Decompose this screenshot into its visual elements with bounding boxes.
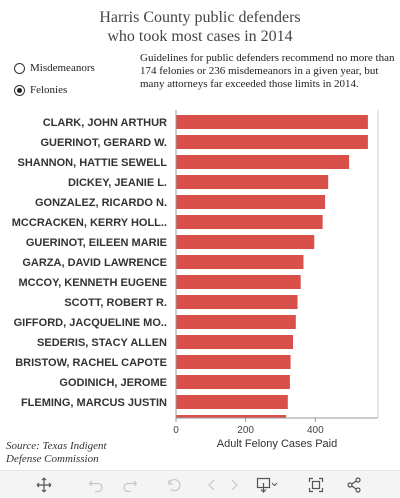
category-label: TREJO, HUMBERTO RENE — [27, 417, 167, 429]
reset-icon — [168, 478, 181, 491]
reset-button[interactable] — [162, 471, 186, 498]
bar — [176, 215, 323, 229]
share-icon — [347, 476, 361, 493]
radio-felonies-label: Felonies — [30, 84, 68, 96]
category-label: SCOTT, ROBERT R. — [64, 297, 167, 309]
category-label: MCCRACKEN, KERRY HOLL.. — [12, 217, 167, 229]
chart-toolbar — [0, 470, 400, 498]
fullscreen-button[interactable] — [304, 471, 328, 498]
bar — [176, 295, 298, 309]
bar — [176, 115, 368, 129]
bar — [176, 255, 304, 269]
bar — [176, 355, 291, 369]
category-label: GUERINOT, GERARD W. — [40, 137, 167, 149]
category-label: MCCOY, KENNETH EUGENE — [18, 277, 167, 289]
source-line-2: Defense Commission — [6, 453, 99, 465]
forward-button[interactable] — [222, 471, 246, 498]
undo-button[interactable] — [84, 471, 108, 498]
bar — [176, 395, 288, 409]
radio-misdemeanors[interactable]: Misdemeanors — [14, 58, 95, 78]
category-label: BRISTOW, RACHEL CAPOTE — [15, 357, 167, 369]
chart-title-line-2: who took most cases in 2014 — [107, 28, 293, 45]
move-button[interactable] — [32, 471, 56, 498]
source-line-1: Source: Texas Indigent — [6, 440, 107, 452]
bar — [176, 135, 368, 149]
undo-icon — [88, 480, 103, 492]
bars-group: CLARK, JOHN ARTHUR GUERINOT, GERARD W. SHA… — [12, 115, 368, 429]
x-tick-label: 0 — [173, 425, 179, 436]
fullscreen-icon — [308, 477, 324, 492]
x-tick-label: 200 — [237, 425, 254, 436]
bar — [176, 375, 290, 389]
category-label: GARZA, DAVID LAWRENCE — [22, 257, 167, 269]
chart-title: Harris County public defenders who took … — [0, 8, 400, 46]
chart-title-line-1: Harris County public defenders — [99, 9, 301, 26]
bar — [176, 195, 326, 209]
bar — [176, 235, 315, 249]
category-label: GODINICH, JEROME — [59, 377, 167, 389]
download-button[interactable] — [252, 471, 282, 498]
back-button[interactable] — [200, 471, 224, 498]
case-type-toggle: Misdemeanors Felonies — [14, 58, 95, 102]
x-axis-label: Adult Felony Cases Paid — [217, 438, 337, 450]
category-label: DICKEY, JEANIE L. — [68, 177, 167, 189]
chart-subtitle: Guidelines for public defenders recommen… — [140, 52, 395, 90]
category-label: GIFFORD, JACQUELINE MO.. — [14, 317, 167, 329]
x-tick-label: 400 — [307, 425, 324, 436]
radio-misdemeanors-label: Misdemeanors — [30, 62, 95, 74]
forward-icon — [231, 479, 238, 490]
bar — [176, 415, 287, 418]
bar — [176, 315, 296, 329]
category-label: SHANNON, HATTIE SEWELL — [17, 157, 167, 169]
radio-felonies[interactable]: Felonies — [14, 80, 95, 100]
bar — [176, 175, 329, 189]
move-icon — [36, 477, 52, 492]
category-label: FLEMING, MARCUS JUSTIN — [21, 397, 167, 409]
category-label: SEDERIS, STACY ALLEN — [37, 337, 167, 349]
radio-circle-icon — [14, 62, 25, 74]
bar-chart: CLARK, JOHN ARTHUR GUERINOT, GERARD W. SHA… — [12, 110, 379, 450]
download-icon — [256, 477, 278, 493]
category-label: GONZALEZ, RICARDO N. — [35, 197, 167, 209]
category-label: GUERINOT, EILEEN MARIE — [26, 237, 167, 249]
redo-icon — [123, 480, 138, 492]
category-label: CLARK, JOHN ARTHUR — [43, 117, 167, 129]
radio-circle-checked-icon — [14, 84, 25, 96]
share-button[interactable] — [342, 471, 366, 498]
bar — [176, 275, 301, 289]
back-icon — [208, 479, 215, 490]
redo-button[interactable] — [118, 471, 142, 498]
bar — [176, 335, 294, 349]
bar — [176, 155, 350, 169]
source-note: Source: Texas Indigent Defense Commissio… — [6, 440, 107, 466]
